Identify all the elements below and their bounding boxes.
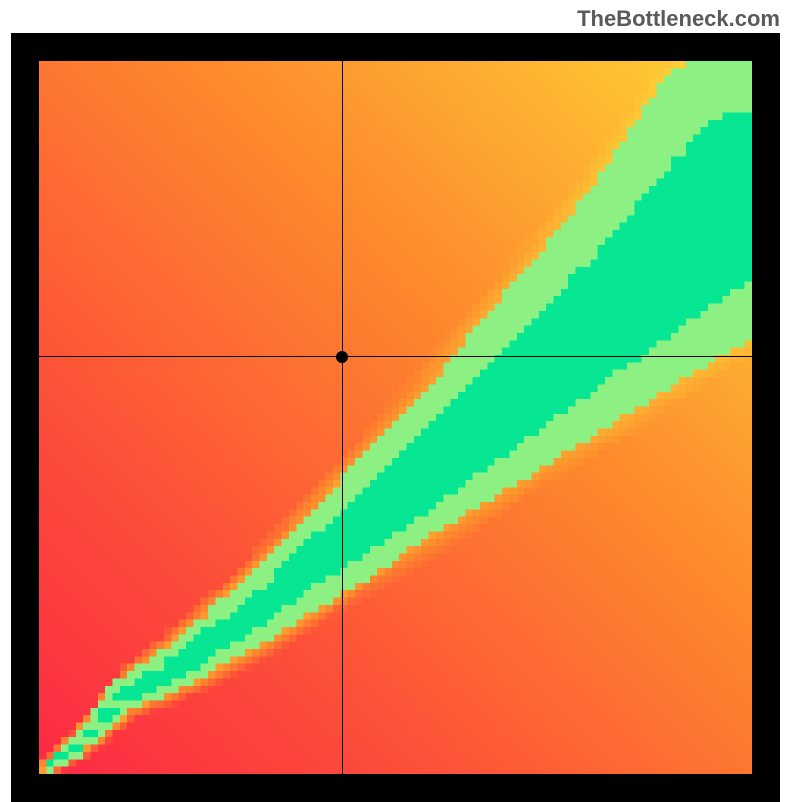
crosshair-horizontal bbox=[39, 356, 752, 357]
crosshair-marker bbox=[336, 351, 348, 363]
crosshair-vertical bbox=[342, 61, 343, 774]
heatmap-canvas bbox=[39, 61, 752, 774]
heatmap-region bbox=[39, 61, 752, 774]
watermark-text: TheBottleneck.com bbox=[577, 6, 780, 32]
